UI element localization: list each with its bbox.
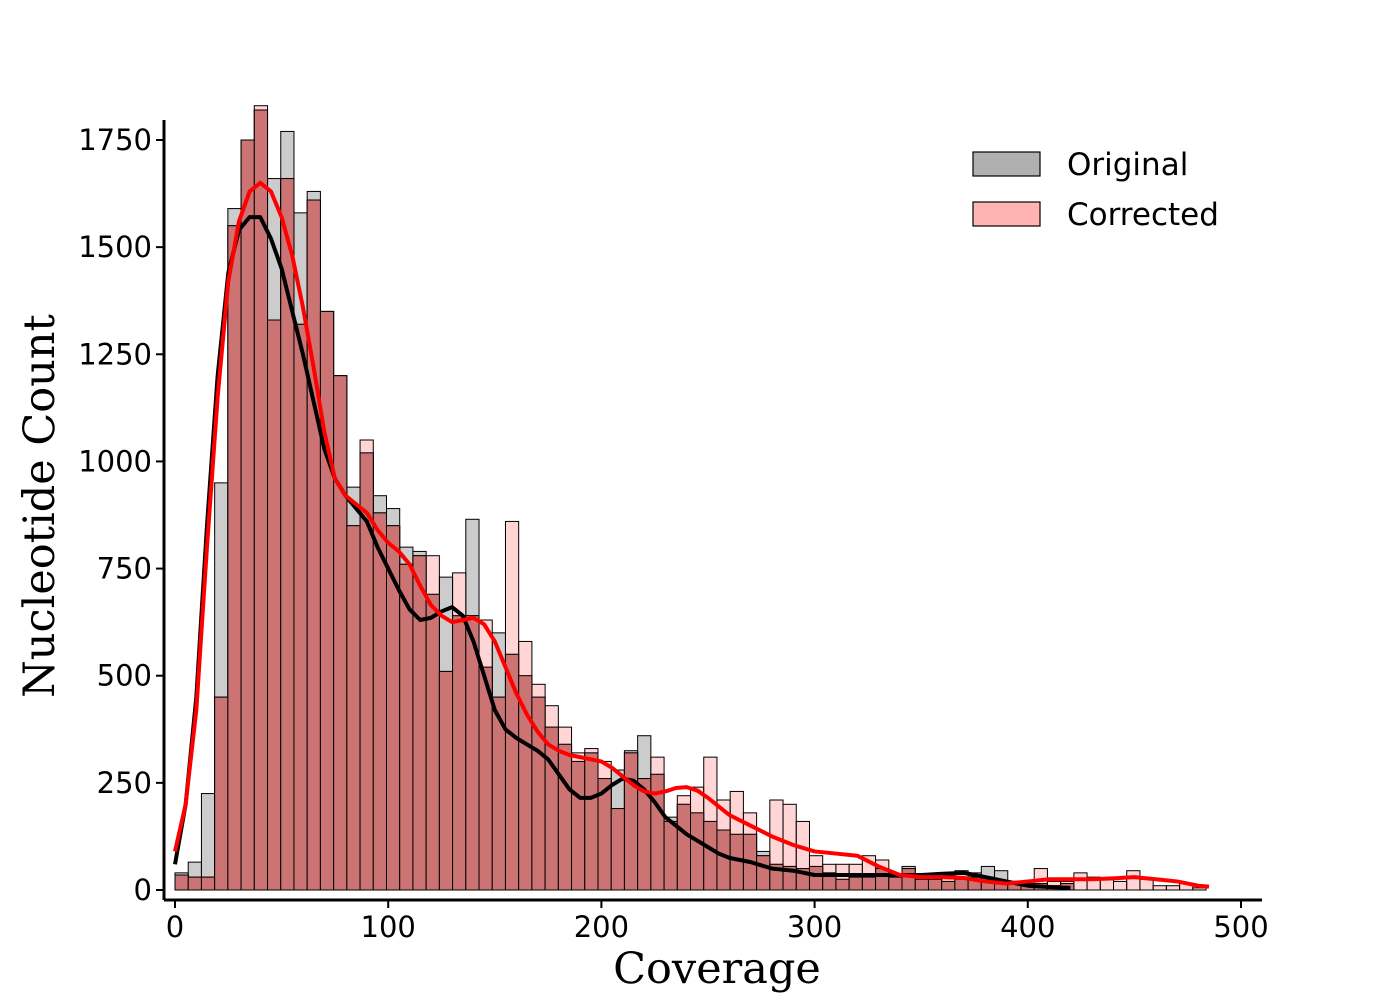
- overlap-bar: [187, 876, 202, 891]
- x-axis-title: Coverage: [613, 944, 821, 994]
- y-tick-label: 1250: [78, 337, 152, 371]
- corrected-bar: [1165, 885, 1181, 891]
- overlap-bar: [716, 829, 731, 891]
- overlap-bar: [227, 225, 242, 891]
- corrected-bar: [1139, 878, 1154, 891]
- overlap-bar: [888, 876, 903, 891]
- y-axis-ticks: 0 250 500 750 1000 1250 1500 1750: [78, 123, 164, 907]
- overlap-bar: [214, 696, 229, 891]
- legend-swatch-original: [972, 151, 1041, 177]
- y-tick-label: 750: [97, 552, 152, 586]
- legend-label-original: Original: [1067, 147, 1188, 183]
- original-bar: [200, 793, 216, 891]
- corrected-bar: [1192, 887, 1207, 891]
- y-tick-label: 500: [97, 659, 152, 693]
- overlap-bar: [584, 752, 599, 891]
- overlap-bar: [412, 555, 427, 891]
- overlap-bars-group: [174, 109, 1075, 891]
- overlap-bar: [306, 199, 321, 891]
- corrected-bar: [1099, 878, 1115, 891]
- x-tick-label: 400: [1000, 910, 1055, 944]
- overlap-bar: [438, 670, 454, 891]
- overlap-bar: [927, 878, 943, 891]
- overlap-bar: [333, 375, 348, 891]
- legend: Original Corrected: [972, 147, 1219, 233]
- y-tick-label: 1500: [78, 230, 152, 264]
- y-axis-title: Nucleotide Count: [15, 314, 65, 698]
- overlap-bar: [557, 743, 573, 891]
- overlap-bar: [571, 760, 586, 891]
- y-tick-label: 0: [134, 873, 152, 907]
- overlap-bar: [372, 512, 387, 891]
- legend-label-corrected: Corrected: [1067, 197, 1219, 233]
- y-tick-label: 1750: [78, 123, 152, 157]
- overlap-bar: [901, 868, 916, 891]
- overlap-bar: [319, 310, 335, 891]
- overlap-bar: [861, 876, 877, 891]
- y-tick-label: 250: [97, 766, 152, 800]
- overlap-bar: [200, 876, 216, 891]
- overlap-bar: [914, 878, 929, 891]
- x-tick-label: 200: [574, 910, 629, 944]
- overlap-bar: [610, 808, 625, 891]
- overlap-bar: [954, 878, 969, 891]
- corrected-bar: [1126, 870, 1141, 891]
- corrected-bar: [1113, 880, 1128, 891]
- overlap-bar: [174, 874, 189, 891]
- kde-lines-group: [173, 180, 1210, 890]
- overlap-bar: [941, 880, 956, 891]
- overlap-bar: [703, 820, 718, 891]
- corrected-kde-line: [173, 180, 1210, 889]
- x-axis-ticks: 0 100 200 300 400 500: [166, 900, 1269, 944]
- overlap-bar: [756, 855, 771, 891]
- overlap-bar: [452, 615, 467, 891]
- original-kde-line: [173, 215, 1071, 890]
- corrected-bar: [1073, 872, 1088, 891]
- overlap-bar: [267, 319, 282, 891]
- overlap-bar: [293, 323, 308, 891]
- overlap-bar: [663, 820, 678, 891]
- x-tick-label: 0: [166, 910, 184, 944]
- overlap-bar: [425, 593, 440, 891]
- y-tick-label: 1000: [78, 444, 152, 478]
- legend-swatch-corrected: [972, 201, 1041, 227]
- overlap-bar: [623, 752, 639, 891]
- overlap-bar: [835, 878, 850, 891]
- overlap-bar: [676, 803, 692, 891]
- corrected-bar: [1152, 885, 1167, 891]
- x-tick-label: 100: [361, 910, 416, 944]
- overlap-bar: [346, 525, 361, 891]
- overlap-bar: [240, 139, 255, 891]
- x-tick-label: 300: [787, 910, 842, 944]
- overlap-bar: [690, 812, 705, 891]
- overlap-bar: [848, 876, 863, 891]
- x-tick-label: 500: [1213, 910, 1268, 944]
- overlap-bar: [808, 865, 824, 891]
